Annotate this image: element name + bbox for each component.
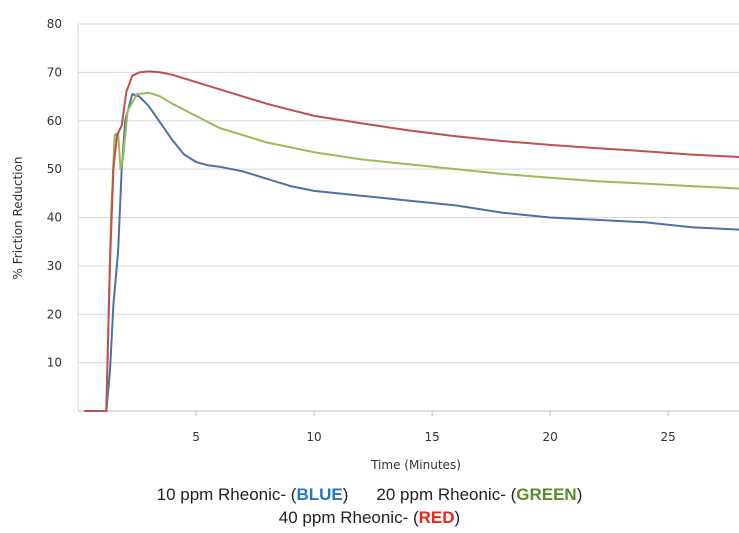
series-40ppm-red-line [84,70,739,412]
grid-lines [78,23,739,364]
legend-green-word: GREEN [516,485,577,504]
x-tick-label: 20 [543,430,558,444]
legend-row-2: 40 ppm Rheonic- (RED) [0,507,739,529]
legend-40ppm: 40 ppm Rheonic- (RED) [278,508,461,527]
line-chart: 10 20 30 40 50 60 70 80 5 10 15 20 25 Time (Minutes… [11,17,739,472]
y-tick-labels: 10 20 30 40 50 60 70 80 [47,17,62,370]
x-tick-label: 15 [424,430,439,444]
legend-row-1: 10 ppm Rheonic- (BLUE) 20 ppm Rheonic- (G… [0,484,739,506]
y-tick-label: 40 [47,211,62,225]
y-tick-label: 10 [47,356,62,370]
x-tick-labels: 5 10 15 20 25 [192,430,676,444]
legend-blue-word: BLUE [296,485,343,504]
axes [77,24,739,416]
legend-10ppm: 10 ppm Rheonic- (BLUE) [156,485,349,504]
legend-red-word: RED [418,508,455,527]
y-tick-label: 80 [47,17,62,31]
y-axis-title: % Friction Reduction [11,157,25,280]
series-10ppm-blue-line [84,93,739,412]
y-tick-label: 30 [47,259,62,273]
x-axis-title: Time (Minutes) [370,458,461,472]
x-tick-label: 25 [661,430,676,444]
x-tick-label: 5 [192,430,200,444]
y-tick-label: 20 [47,307,62,321]
y-tick-label: 60 [47,114,62,128]
y-tick-label: 50 [47,162,62,176]
series-lines [84,70,739,412]
x-tick-label: 10 [306,430,321,444]
legend-20ppm: 20 ppm Rheonic- (GREEN) [376,485,583,504]
y-tick-label: 70 [47,65,62,79]
series-20ppm-green-line [84,91,739,412]
